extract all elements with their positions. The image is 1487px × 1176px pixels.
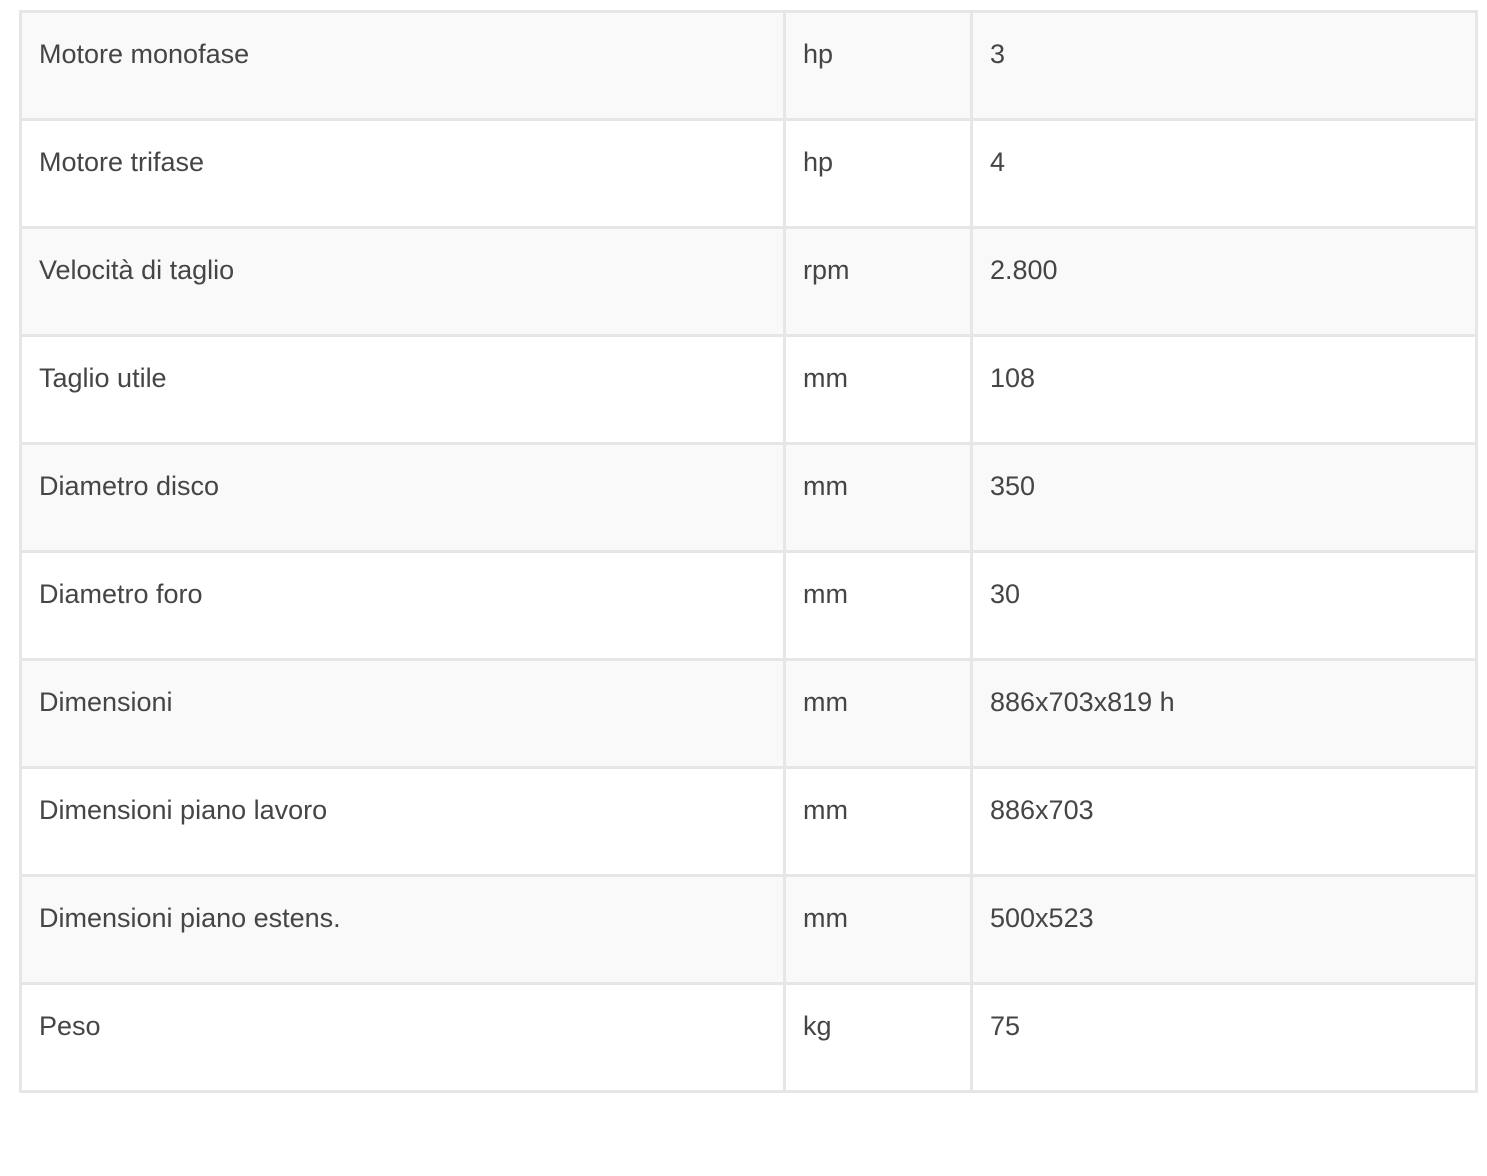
spec-value: 2.800 [970,226,1478,337]
spec-label: Motore trifase [19,118,786,229]
spec-label: Diametro foro [19,550,786,661]
spec-unit: hp [783,118,973,229]
table-row: Motore trifase hp 4 [19,118,1478,229]
spec-value: 350 [970,442,1478,553]
spec-value: 886x703 [970,766,1478,877]
spec-unit: mm [783,442,973,553]
spec-label: Peso [19,982,786,1093]
spec-label: Dimensioni [19,658,786,769]
table-row: Dimensioni piano estens. mm 500x523 [19,874,1478,985]
spec-label: Dimensioni piano estens. [19,874,786,985]
table-row: Diametro disco mm 350 [19,442,1478,553]
table-row: Dimensioni mm 886x703x819 h [19,658,1478,769]
spec-label: Diametro disco [19,442,786,553]
spec-unit: mm [783,874,973,985]
spec-table: Motore monofase hp 3 Motore trifase hp 4 Veloc… [19,10,1478,1093]
table-row: Dimensioni piano lavoro mm 886x703 [19,766,1478,877]
spec-label: Dimensioni piano lavoro [19,766,786,877]
table-row: Velocità di taglio rpm 2.800 [19,226,1478,337]
table-row: Diametro foro mm 30 [19,550,1478,661]
table-row: Motore monofase hp 3 [19,10,1478,121]
spec-unit: rpm [783,226,973,337]
table-row: Taglio utile mm 108 [19,334,1478,445]
spec-label: Velocità di taglio [19,226,786,337]
spec-unit: kg [783,982,973,1093]
spec-value: 75 [970,982,1478,1093]
spec-value: 3 [970,10,1478,121]
spec-unit: mm [783,766,973,877]
spec-unit: hp [783,10,973,121]
spec-value: 30 [970,550,1478,661]
spec-label: Motore monofase [19,10,786,121]
spec-unit: mm [783,658,973,769]
spec-value: 500x523 [970,874,1478,985]
spec-value: 108 [970,334,1478,445]
spec-value: 4 [970,118,1478,229]
spec-label: Taglio utile [19,334,786,445]
spec-value: 886x703x819 h [970,658,1478,769]
spec-unit: mm [783,334,973,445]
table-row: Peso kg 75 [19,982,1478,1093]
spec-unit: mm [783,550,973,661]
